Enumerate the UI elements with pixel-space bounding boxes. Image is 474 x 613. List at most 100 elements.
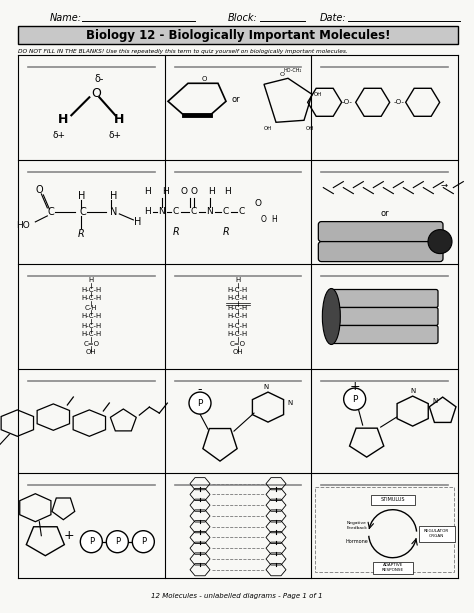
Text: +: + <box>64 529 74 543</box>
Text: H: H <box>271 215 277 224</box>
Text: C: C <box>191 207 197 216</box>
Text: C=O: C=O <box>83 340 100 346</box>
Text: O: O <box>201 76 207 82</box>
Text: O: O <box>191 188 198 196</box>
Text: H: H <box>114 113 125 126</box>
Text: H-C-H: H-C-H <box>228 332 248 338</box>
Text: P: P <box>352 395 357 403</box>
Text: OH: OH <box>264 126 272 131</box>
FancyBboxPatch shape <box>329 308 438 326</box>
Text: P: P <box>197 398 203 408</box>
Text: HO: HO <box>17 221 30 230</box>
Text: OH: OH <box>86 349 97 356</box>
Text: O: O <box>261 215 267 224</box>
Circle shape <box>80 531 102 553</box>
Text: Hormone: Hormone <box>345 539 368 544</box>
Text: Date:: Date: <box>320 13 346 23</box>
Text: -O-: -O- <box>393 99 404 105</box>
Text: C=O: C=O <box>230 340 246 346</box>
Text: H-C-H: H-C-H <box>81 286 101 292</box>
Text: C-H: C-H <box>85 305 98 311</box>
Text: H-C-H: H-C-H <box>228 322 248 329</box>
Text: H: H <box>236 278 241 283</box>
Text: C: C <box>239 207 245 216</box>
Text: O: O <box>255 199 262 208</box>
Text: -O-: -O- <box>341 99 352 105</box>
Text: H: H <box>89 278 94 283</box>
Text: H-C-H: H-C-H <box>228 305 248 311</box>
Text: H: H <box>163 188 169 196</box>
Text: P: P <box>141 537 146 546</box>
Text: -: - <box>198 383 202 395</box>
Text: N: N <box>287 400 292 406</box>
Text: H: H <box>145 188 151 196</box>
Text: P: P <box>89 537 94 546</box>
Text: H: H <box>225 188 231 196</box>
Text: R: R <box>173 227 179 237</box>
FancyBboxPatch shape <box>419 526 455 542</box>
Ellipse shape <box>322 289 340 345</box>
Text: OH: OH <box>314 92 322 97</box>
Text: N: N <box>264 384 269 390</box>
Text: REGULATOR
ORGAN: REGULATOR ORGAN <box>424 530 449 538</box>
FancyBboxPatch shape <box>319 222 443 242</box>
Text: C: C <box>173 207 179 216</box>
Text: →: → <box>440 181 447 190</box>
Text: R: R <box>78 229 85 239</box>
Text: H: H <box>78 191 85 201</box>
Text: N: N <box>207 207 213 216</box>
Text: R: R <box>223 227 229 237</box>
Text: or: or <box>232 95 240 104</box>
Circle shape <box>132 531 155 553</box>
Text: H-C-H: H-C-H <box>81 322 101 329</box>
Text: P: P <box>115 537 120 546</box>
Text: O: O <box>36 185 43 195</box>
Text: O: O <box>280 72 284 77</box>
Text: N: N <box>159 207 165 216</box>
FancyBboxPatch shape <box>329 289 438 308</box>
Text: Biology 12 - Biologically Important Molecules!: Biology 12 - Biologically Important Mole… <box>86 28 390 42</box>
Text: C: C <box>48 207 55 217</box>
Text: δ+: δ+ <box>53 131 66 140</box>
FancyBboxPatch shape <box>329 326 438 343</box>
Text: Name:: Name: <box>50 13 82 23</box>
Text: N: N <box>410 388 415 394</box>
Text: C: C <box>223 207 229 216</box>
FancyBboxPatch shape <box>373 562 413 574</box>
Text: Block:: Block: <box>228 13 258 23</box>
Text: 12 Molecules - unlabelled diagrams - Page 1 of 1: 12 Molecules - unlabelled diagrams - Pag… <box>151 593 323 599</box>
Text: H-C-H: H-C-H <box>228 313 248 319</box>
Text: H-C-H: H-C-H <box>228 286 248 292</box>
Text: O: O <box>91 87 101 100</box>
Text: H-C-H: H-C-H <box>81 313 101 319</box>
Text: H: H <box>134 217 141 227</box>
FancyBboxPatch shape <box>319 242 443 262</box>
Text: OH: OH <box>233 349 243 356</box>
Text: H: H <box>145 207 151 216</box>
Circle shape <box>106 531 128 553</box>
Text: H-C-H: H-C-H <box>81 332 101 338</box>
Text: Negative
Feedback: Negative Feedback <box>346 522 367 530</box>
Circle shape <box>344 388 365 410</box>
Text: or: or <box>380 209 389 218</box>
Text: OH: OH <box>306 126 314 131</box>
FancyBboxPatch shape <box>18 26 458 44</box>
Text: O: O <box>181 188 188 196</box>
Text: δ+: δ+ <box>109 131 122 140</box>
Circle shape <box>189 392 211 414</box>
Text: N: N <box>432 398 438 404</box>
Text: δ-: δ- <box>95 74 104 85</box>
Text: +: + <box>349 379 360 392</box>
Text: H-C-H: H-C-H <box>81 295 101 302</box>
Text: DO NOT FILL IN THE BLANKS! Use this repeatedly this term to quiz yourself on bio: DO NOT FILL IN THE BLANKS! Use this repe… <box>18 48 348 53</box>
Text: H-C-H: H-C-H <box>228 295 248 302</box>
Text: N: N <box>109 207 117 217</box>
Circle shape <box>428 230 452 254</box>
Text: H: H <box>209 188 215 196</box>
FancyBboxPatch shape <box>371 495 415 504</box>
Text: C: C <box>80 207 87 217</box>
Text: H: H <box>109 191 117 201</box>
Text: STIMULUS: STIMULUS <box>381 497 405 502</box>
Text: ADAPTIVE
RESPONSE: ADAPTIVE RESPONSE <box>382 563 404 572</box>
Text: HO-CH₂: HO-CH₂ <box>284 68 302 73</box>
